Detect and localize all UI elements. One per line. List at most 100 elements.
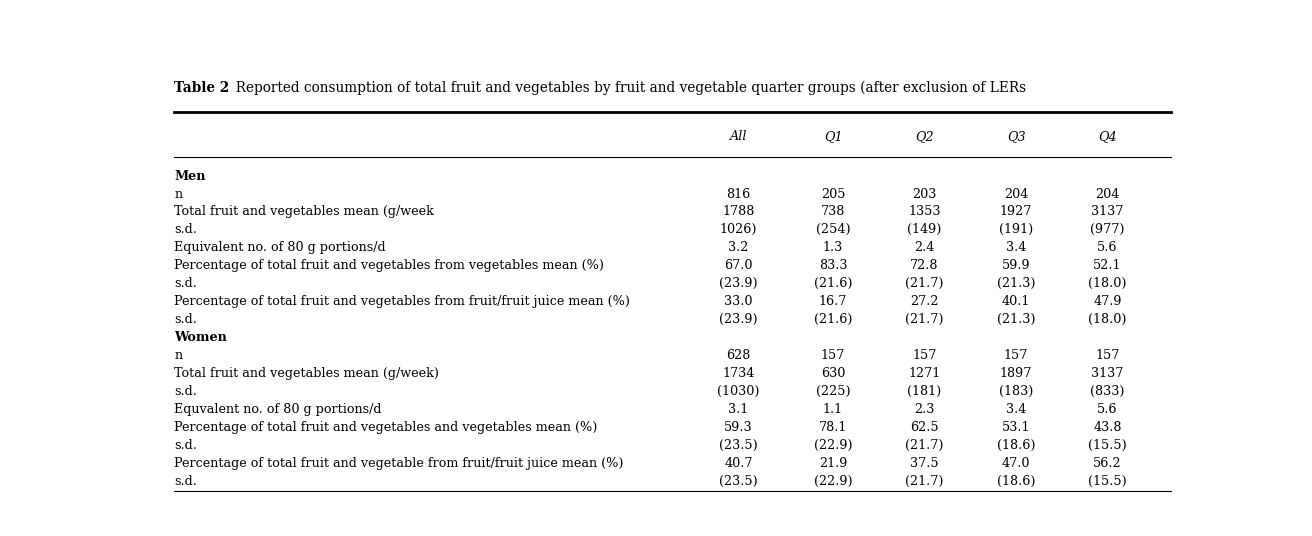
Text: (23.5): (23.5) [719,439,758,452]
Text: 2.3: 2.3 [914,403,934,416]
Text: (21.3): (21.3) [997,277,1035,291]
Text: 157: 157 [1004,349,1029,362]
Text: Reported consumption of total fruit and vegetables by fruit and vegetable quarte: Reported consumption of total fruit and … [227,81,1026,95]
Text: 3.4: 3.4 [1006,403,1026,416]
Text: All: All [729,130,748,143]
Text: 1.3: 1.3 [823,241,844,255]
Text: 53.1: 53.1 [1002,421,1030,434]
Text: (22.9): (22.9) [813,475,853,488]
Text: 204: 204 [1004,188,1029,200]
Text: 157: 157 [1096,349,1119,362]
Text: s.d.: s.d. [174,475,197,488]
Text: (23.9): (23.9) [719,277,758,291]
Text: 157: 157 [821,349,845,362]
Text: Percentage of total fruit and vegetables from fruit/fruit juice mean (%): Percentage of total fruit and vegetables… [174,295,630,308]
Text: s.d.: s.d. [174,313,197,326]
Text: (21.3): (21.3) [997,313,1035,326]
Text: (21.6): (21.6) [813,313,853,326]
Text: 1353: 1353 [908,205,941,219]
Text: 5.6: 5.6 [1097,403,1118,416]
Text: 27.2: 27.2 [911,295,939,308]
Text: 52.1: 52.1 [1093,259,1122,272]
Text: 47.9: 47.9 [1093,295,1122,308]
Text: 59.9: 59.9 [1002,259,1030,272]
Text: (833): (833) [1090,385,1124,398]
Text: 37.5: 37.5 [911,457,939,470]
Text: (18.0): (18.0) [1089,277,1127,291]
Text: (22.9): (22.9) [813,439,853,452]
Text: Table 2: Table 2 [174,81,230,95]
Text: 1271: 1271 [908,367,941,380]
Text: 40.1: 40.1 [1002,295,1030,308]
Text: 78.1: 78.1 [819,421,848,434]
Text: 43.8: 43.8 [1093,421,1122,434]
Text: (1030): (1030) [718,385,760,398]
Text: Q4: Q4 [1098,130,1117,143]
Text: 47.0: 47.0 [1002,457,1030,470]
Text: (21.6): (21.6) [813,277,853,291]
Text: 16.7: 16.7 [819,295,848,308]
Text: (18.6): (18.6) [997,475,1035,488]
Text: Percentage of total fruit and vegetable from fruit/fruit juice mean (%): Percentage of total fruit and vegetable … [174,457,623,470]
Text: s.d.: s.d. [174,439,197,452]
Text: 3.1: 3.1 [728,403,749,416]
Text: 816: 816 [727,188,750,200]
Text: (225): (225) [816,385,850,398]
Text: Q2: Q2 [916,130,934,143]
Text: 630: 630 [821,367,845,380]
Text: Percentage of total fruit and vegetables from vegetables mean (%): Percentage of total fruit and vegetables… [174,259,604,272]
Text: 33.0: 33.0 [724,295,753,308]
Text: 3137: 3137 [1092,205,1124,219]
Text: Women: Women [174,331,227,344]
Text: 205: 205 [821,188,845,200]
Text: n: n [174,188,182,200]
Text: (977): (977) [1090,224,1124,236]
Text: 72.8: 72.8 [911,259,939,272]
Text: 1734: 1734 [723,367,754,380]
Text: 157: 157 [912,349,937,362]
Text: (191): (191) [998,224,1034,236]
Text: (21.7): (21.7) [905,439,943,452]
Text: 1.1: 1.1 [823,403,844,416]
Text: (21.7): (21.7) [905,475,943,488]
Text: 21.9: 21.9 [819,457,848,470]
Text: (15.5): (15.5) [1088,439,1127,452]
Text: (18.0): (18.0) [1089,313,1127,326]
Text: (23.9): (23.9) [719,313,758,326]
Text: (23.5): (23.5) [719,475,758,488]
Text: Percentage of total fruit and vegetables and vegetables mean (%): Percentage of total fruit and vegetables… [174,421,597,434]
Text: Men: Men [174,169,206,183]
Text: 3.2: 3.2 [728,241,749,255]
Text: 83.3: 83.3 [819,259,848,272]
Text: n: n [174,349,182,362]
Text: Equvalent no. of 80 g portions/d: Equvalent no. of 80 g portions/d [174,403,382,416]
Text: (254): (254) [816,224,850,236]
Text: 56.2: 56.2 [1093,457,1122,470]
Text: 204: 204 [1096,188,1119,200]
Text: 1927: 1927 [1000,205,1033,219]
Text: 5.6: 5.6 [1097,241,1118,255]
Text: Q3: Q3 [1006,130,1026,143]
Text: 1897: 1897 [1000,367,1033,380]
Text: 3137: 3137 [1092,367,1124,380]
Text: 62.5: 62.5 [911,421,939,434]
Text: (149): (149) [908,224,942,236]
Text: Total fruit and vegetables mean (g/week): Total fruit and vegetables mean (g/week) [174,367,440,380]
Text: 738: 738 [821,205,845,219]
Text: 1026): 1026) [720,224,757,236]
Text: (18.6): (18.6) [997,439,1035,452]
Text: (183): (183) [998,385,1034,398]
Text: (181): (181) [908,385,942,398]
Text: Total fruit and vegetables mean (g/week: Total fruit and vegetables mean (g/week [174,205,434,219]
Text: 203: 203 [912,188,937,200]
Text: s.d.: s.d. [174,224,197,236]
Text: 67.0: 67.0 [724,259,753,272]
Text: s.d.: s.d. [174,277,197,291]
Text: s.d.: s.d. [174,385,197,398]
Text: Q1: Q1 [824,130,842,143]
Text: (21.7): (21.7) [905,277,943,291]
Text: (15.5): (15.5) [1088,475,1127,488]
Text: 40.7: 40.7 [724,457,753,470]
Text: Equivalent no. of 80 g portions/d: Equivalent no. of 80 g portions/d [174,241,386,255]
Text: 3.4: 3.4 [1006,241,1026,255]
